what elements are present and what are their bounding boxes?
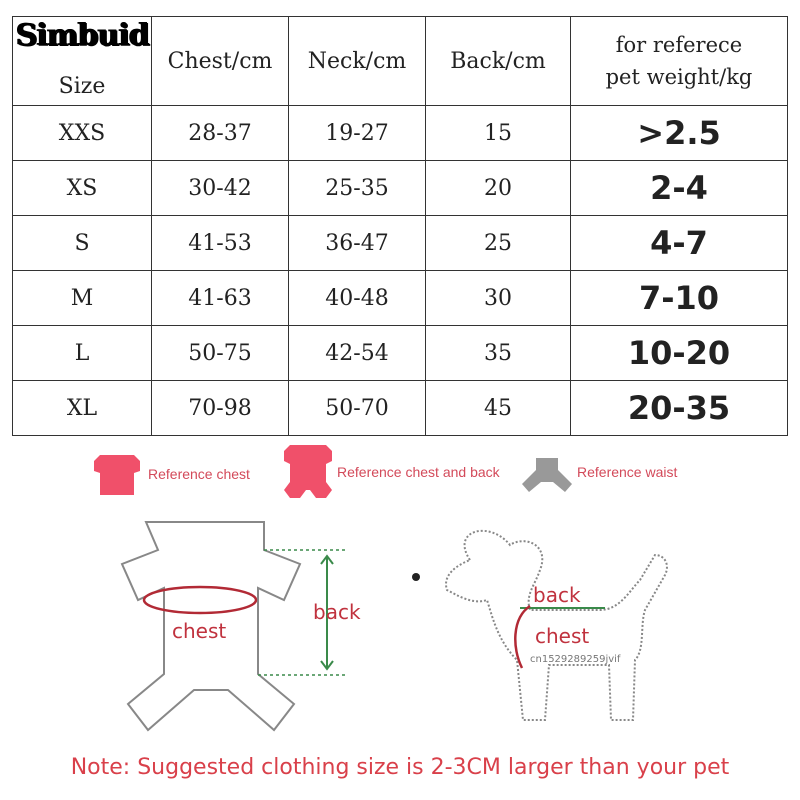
weight-cell: 20-35 [570,380,788,436]
back-cell: 30 [425,270,571,326]
dog-back-label: back [533,583,581,607]
dog-chest-line [514,604,531,669]
table-row: L 50-75 42-54 35 10-20 [12,325,788,381]
dog-outline [445,529,668,721]
header-weight: for referece pet weight/kg [570,16,788,106]
brand-logo: Simbuid [16,18,150,53]
clothes-chest-line [142,585,258,615]
neck-cell: 50-70 [288,380,426,436]
chest-cell: 28-37 [151,105,289,161]
legend-reference-chest: Reference chest [148,466,250,482]
weight-cell: 4-7 [570,215,788,271]
clothes-outline [120,521,302,732]
table-row: M 41-63 40-48 30 7-10 [12,270,788,326]
size-cell: XXS [12,105,152,161]
shirt-icon [94,455,140,495]
chest-cell: 70-98 [151,380,289,436]
header-weight-line1: for referece [615,33,743,57]
weight-cell: 7-10 [570,270,788,326]
size-cell: S [12,215,152,271]
clothes-chest-label: chest [172,619,227,643]
clothes-back-label: back [313,600,361,624]
dog-chest-label: chest [535,624,590,648]
legend-reference-chest-back: Reference chest and back [337,464,500,480]
neck-cell: 19-27 [288,105,426,161]
jumpsuit-icon [284,445,332,498]
table-row: XS 30-42 25-35 20 2-4 [12,160,788,216]
back-cell: 25 [425,215,571,271]
size-cell: XS [12,160,152,216]
table-row: S 41-53 36-47 25 4-7 [12,215,788,271]
weight-cell: >2.5 [570,105,788,161]
chest-cell: 41-63 [151,270,289,326]
dog-nose [412,573,420,581]
header-neck: Neck/cm [288,16,426,106]
watermark: cn1529289259jvif [530,654,621,665]
size-table: Size Chest/cm Neck/cm Back/cm for refere… [12,16,788,436]
back-cell: 45 [425,380,571,436]
header-weight-line2: pet weight/kg [605,65,753,89]
back-cell: 20 [425,160,571,216]
table-row: XL 70-98 50-70 45 20-35 [12,380,788,436]
neck-cell: 40-48 [288,270,426,326]
waist-icon [522,458,572,492]
table-row: XXS 28-37 19-27 15 >2.5 [12,105,788,161]
weight-cell: 2-4 [570,160,788,216]
back-guides [258,549,345,676]
size-cell: XL [12,380,152,436]
header-chest: Chest/cm [151,16,289,106]
header-size: Size [12,16,152,106]
back-cell: 15 [425,105,571,161]
size-cell: M [12,270,152,326]
legend-reference-waist: Reference waist [577,464,678,480]
size-note: Note: Suggested clothing size is 2-3CM l… [70,755,730,780]
weight-cell: 10-20 [570,325,788,381]
neck-cell: 36-47 [288,215,426,271]
